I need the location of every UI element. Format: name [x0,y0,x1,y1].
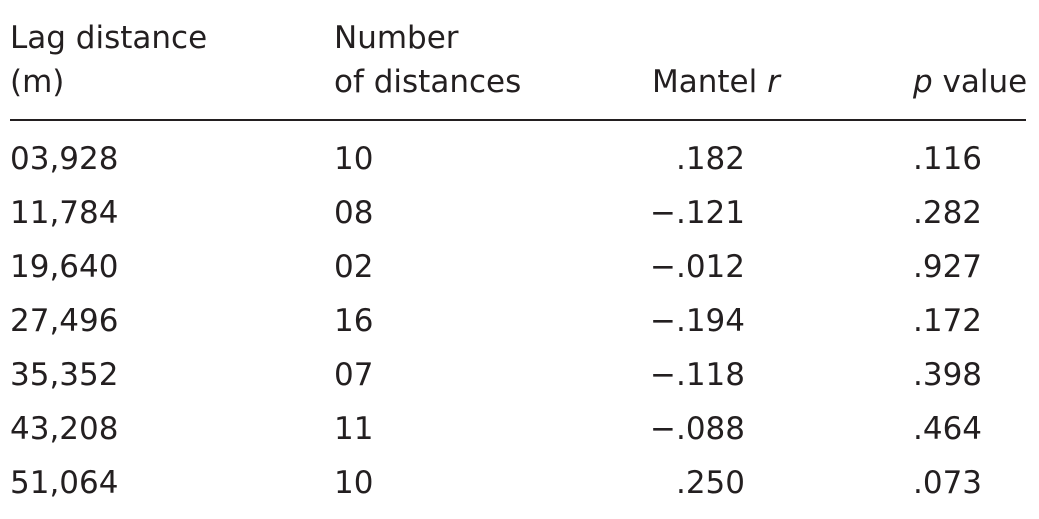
cell-mantel-r: −.118 [650,357,745,393]
header-lag-line2: (m) [10,64,65,100]
cell-number-of-distances: 10 [334,465,374,501]
header-mantel-r: Mantel r [652,60,780,104]
cell-number-of-distances: 02 [334,249,374,285]
table-row: 27,496 16 −.194 .172 [0,294,1039,348]
cell-p-value: .116 [913,141,983,177]
cell-mantel-r: .182 [675,141,745,177]
header-lag-line1: Lag distance [10,20,208,56]
cell-number-of-distances: 08 [334,195,374,231]
header-num-line1: Number [334,20,459,56]
cell-p-value: .282 [913,195,983,231]
header-num-line2: of distances [334,64,522,100]
cell-mantel-r: −.012 [650,249,745,285]
header-lag-distance: Lag distance (m) [10,16,207,104]
table-row: 19,640 02 −.012 .927 [0,240,1039,294]
cell-p-value: .073 [913,465,983,501]
header-mantel-r-symbol: r [767,64,780,100]
cell-lag-distance: 03,928 [10,141,119,177]
table-row: 51,064 10 .250 .073 [0,456,1039,510]
cell-mantel-r: .250 [675,465,745,501]
cell-mantel-r: −.194 [650,303,745,339]
table-row: 03,928 10 .182 .116 [0,132,1039,186]
header-number-of-distances: Number of distances [334,16,521,104]
cell-p-value: .172 [913,303,983,339]
cell-lag-distance: 43,208 [10,411,119,447]
cell-number-of-distances: 16 [334,303,374,339]
table-row: 43,208 11 −.088 .464 [0,402,1039,456]
cell-lag-distance: 11,784 [10,195,119,231]
header-p-suffix: value [932,64,1028,100]
cell-lag-distance: 19,640 [10,249,119,285]
table-row: 35,352 07 −.118 .398 [0,348,1039,402]
header-mantel-prefix: Mantel [652,64,768,100]
header-rule [10,119,1026,121]
cell-number-of-distances: 10 [334,141,374,177]
cell-p-value: .398 [913,357,983,393]
header-p-value: p value [913,60,1027,104]
cell-lag-distance: 27,496 [10,303,119,339]
cell-p-value: .464 [913,411,983,447]
table-row: 11,784 08 −.121 .282 [0,186,1039,240]
cell-mantel-r: −.088 [650,411,745,447]
header-p-symbol: p [913,64,933,100]
cell-number-of-distances: 11 [334,411,374,447]
cell-lag-distance: 35,352 [10,357,119,393]
cell-number-of-distances: 07 [334,357,374,393]
cell-lag-distance: 51,064 [10,465,119,501]
cell-mantel-r: −.121 [650,195,745,231]
cell-p-value: .927 [913,249,983,285]
